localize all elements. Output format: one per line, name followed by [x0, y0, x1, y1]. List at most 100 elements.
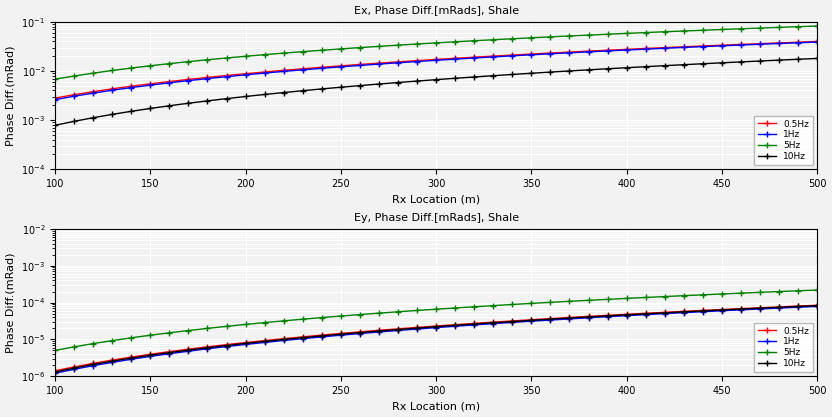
5Hz	[393, 43, 403, 48]
10Hz	[279, 90, 289, 95]
Line: 1Hz: 1Hz	[52, 304, 820, 376]
1Hz	[183, 349, 193, 354]
0.5Hz	[736, 42, 746, 47]
Legend: 0.5Hz, 1Hz, 5Hz, 10Hz: 0.5Hz, 1Hz, 5Hz, 10Hz	[755, 323, 813, 372]
5Hz	[774, 25, 784, 30]
5Hz	[679, 28, 689, 33]
0.5Hz	[298, 66, 308, 71]
5Hz	[279, 318, 289, 323]
1Hz	[717, 43, 727, 48]
0.5Hz	[298, 334, 308, 339]
1Hz	[488, 321, 498, 326]
1Hz	[793, 305, 803, 310]
0.5Hz	[450, 56, 460, 61]
10Hz	[736, 306, 746, 311]
10Hz	[546, 317, 556, 322]
5Hz	[393, 309, 403, 314]
1Hz	[755, 42, 765, 47]
10Hz	[679, 309, 689, 314]
1Hz	[317, 66, 327, 71]
0.5Hz	[527, 52, 537, 57]
1Hz	[126, 85, 136, 90]
0.5Hz	[279, 336, 289, 341]
0.5Hz	[508, 319, 518, 324]
5Hz	[183, 328, 193, 333]
5Hz	[146, 333, 156, 338]
1Hz	[736, 43, 746, 48]
5Hz	[374, 44, 384, 49]
10Hz	[793, 57, 803, 62]
1Hz	[183, 78, 193, 83]
0.5Hz	[260, 70, 270, 75]
Y-axis label: Phase Diff.(mRad): Phase Diff.(mRad)	[6, 252, 16, 353]
5Hz	[564, 299, 574, 304]
5Hz	[793, 288, 803, 293]
5Hz	[165, 61, 175, 66]
5Hz	[107, 338, 117, 343]
5Hz	[50, 77, 60, 82]
0.5Hz	[602, 48, 612, 53]
Y-axis label: Phase Diff.(mRad): Phase Diff.(mRad)	[6, 45, 16, 146]
5Hz	[221, 55, 231, 60]
5Hz	[126, 335, 136, 340]
1Hz	[755, 306, 765, 311]
0.5Hz	[69, 364, 79, 369]
1Hz	[260, 340, 270, 345]
0.5Hz	[183, 347, 193, 352]
10Hz	[546, 70, 556, 75]
5Hz	[527, 35, 537, 40]
1Hz	[527, 52, 537, 57]
0.5Hz	[698, 43, 708, 48]
1Hz	[679, 310, 689, 315]
10Hz	[260, 92, 270, 97]
Line: 0.5Hz: 0.5Hz	[52, 302, 820, 374]
0.5Hz	[221, 73, 231, 78]
0.5Hz	[812, 39, 822, 44]
10Hz	[431, 77, 441, 82]
10Hz	[336, 332, 346, 337]
10Hz	[641, 64, 651, 69]
1Hz	[336, 333, 346, 338]
1Hz	[622, 48, 631, 53]
10Hz	[488, 320, 498, 325]
1Hz	[126, 357, 136, 362]
5Hz	[812, 287, 822, 292]
5Hz	[374, 311, 384, 316]
5Hz	[336, 314, 346, 319]
1Hz	[602, 48, 612, 53]
5Hz	[755, 290, 765, 295]
1Hz	[583, 49, 593, 54]
10Hz	[317, 333, 327, 338]
0.5Hz	[812, 303, 822, 308]
1Hz	[527, 319, 537, 324]
5Hz	[641, 30, 651, 35]
5Hz	[508, 36, 518, 41]
5Hz	[107, 68, 117, 73]
10Hz	[126, 356, 136, 361]
5Hz	[336, 46, 346, 51]
1Hz	[355, 63, 365, 68]
5Hz	[298, 317, 308, 322]
1Hz	[412, 59, 422, 64]
5Hz	[260, 320, 270, 325]
5Hz	[774, 289, 784, 294]
5Hz	[183, 59, 193, 64]
5Hz	[488, 37, 498, 42]
10Hz	[812, 303, 822, 308]
5Hz	[69, 344, 79, 349]
1Hz	[221, 344, 231, 349]
5Hz	[546, 34, 556, 39]
10Hz	[221, 96, 231, 101]
0.5Hz	[88, 89, 98, 94]
1Hz	[279, 338, 289, 343]
10Hz	[317, 86, 327, 91]
Title: Ex, Phase Diff.[mRads], Shale: Ex, Phase Diff.[mRads], Shale	[354, 5, 518, 15]
10Hz	[374, 329, 384, 334]
1Hz	[736, 307, 746, 312]
10Hz	[126, 109, 136, 114]
5Hz	[660, 294, 670, 299]
0.5Hz	[583, 49, 593, 54]
5Hz	[240, 54, 250, 59]
10Hz	[336, 85, 346, 90]
0.5Hz	[660, 310, 670, 315]
